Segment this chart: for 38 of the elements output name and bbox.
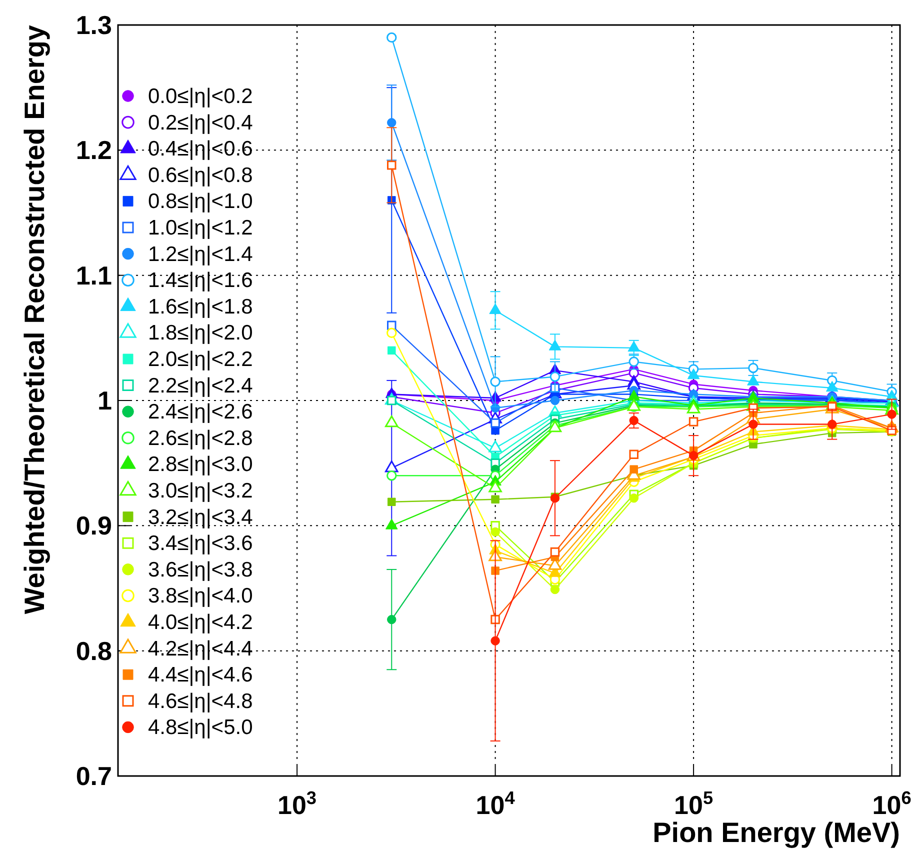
y-tick-label: 1.3: [76, 10, 112, 40]
legend-label: 4.0≤|η|<4.2: [148, 611, 253, 634]
y-tick-label: 0.7: [76, 761, 112, 791]
legend-label: 1.6≤|η|<1.8: [148, 295, 253, 318]
y-tick-label: 0.9: [76, 510, 112, 541]
legend-label: 1.0≤|η|<1.2: [148, 216, 253, 240]
legend-label: 2.0≤|η|<2.2: [148, 348, 253, 371]
legend-label: 2.8≤|η|<3.0: [148, 453, 253, 476]
y-tick-label: 1.1: [76, 260, 112, 290]
legend-label: 4.8≤|η|<5.0: [148, 716, 253, 740]
y-axis-title: Weighted/Theoretical Reconstructed Energy: [19, 24, 50, 614]
legend-label: 0.0≤|η|<0.2: [148, 85, 253, 108]
legend-label: 1.4≤|η|<1.6: [148, 269, 253, 292]
legend-label: 3.2≤|η|<3.4: [148, 506, 254, 529]
x-tick-label: 10$^{5}$: [674, 788, 714, 820]
y-tick-label: 1.2: [76, 135, 112, 166]
x-tick-label: 10$^{4}$: [476, 788, 516, 820]
y-tick-label: 1: [98, 386, 112, 416]
legend-label: 2.6≤|η|<2.8: [148, 426, 253, 450]
x-tick-label: 10$^{6}$: [872, 788, 912, 820]
y-tick-label: 0.8: [76, 636, 112, 666]
legend-label: 4.2≤|η|<4.4: [148, 637, 254, 660]
x-axis-title: Pion Energy (MeV): [652, 817, 900, 848]
legend-label: 1.2≤|η|<1.4: [148, 242, 254, 266]
legend-label: 0.2≤|η|<0.4: [148, 111, 254, 134]
legend-label: 2.2≤|η|<2.4: [148, 374, 254, 398]
legend-label: 3.6≤|η|<3.8: [148, 558, 253, 582]
legend-label: 3.4≤|η|<3.6: [148, 532, 253, 556]
legend-label: 1.8≤|η|<2.0: [148, 322, 253, 345]
x-tick-label: 10$^{3}$: [278, 788, 317, 820]
legend-label: 4.6≤|η|<4.8: [148, 690, 253, 713]
legend-label: 2.4≤|η|<2.6: [148, 400, 253, 424]
legend-label: 4.4≤|η|<4.6: [148, 664, 253, 687]
legend-label: 3.0≤|η|<3.2: [148, 480, 253, 502]
legend-label: 0.8≤|η|<1.0: [148, 190, 253, 214]
legend-label: 3.8≤|η|<4.0: [148, 584, 253, 608]
legend-label: 0.4≤|η|<0.6: [148, 138, 253, 161]
legend-label: 0.6≤|η|<0.8: [148, 164, 253, 187]
